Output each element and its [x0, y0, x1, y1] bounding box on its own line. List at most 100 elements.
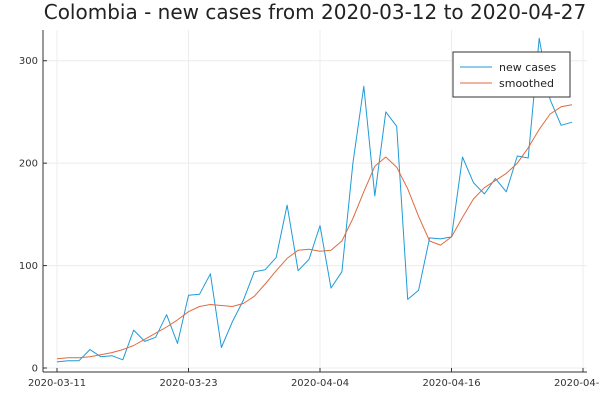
data-point [549, 99, 551, 101]
legend: new cases smoothed [452, 51, 571, 98]
data-point [560, 106, 562, 108]
data-point [264, 283, 266, 285]
data-point [560, 124, 562, 126]
data-point [385, 156, 387, 158]
data-point [516, 155, 518, 157]
data-point [111, 352, 113, 354]
data-point [363, 191, 365, 193]
data-point [571, 121, 573, 123]
tick-labels: 2020-03-11 2020-03-23 2020-04-04 2020-04-16… [19, 56, 600, 389]
data-point [505, 191, 507, 193]
data-point [220, 347, 222, 349]
data-point [516, 162, 518, 164]
data-point [494, 180, 496, 182]
data-point [188, 311, 190, 313]
data-point [56, 361, 58, 363]
x-tick-label: 2020-04-28 [554, 378, 600, 389]
data-point [571, 104, 573, 106]
data-point [462, 217, 464, 219]
data-point [462, 156, 464, 158]
data-point [538, 128, 540, 130]
data-point [177, 343, 179, 345]
data-point [407, 298, 409, 300]
data-point [483, 193, 485, 195]
data-point [133, 345, 135, 347]
data-point [527, 157, 529, 159]
data-point [308, 248, 310, 250]
legend-box [452, 51, 571, 98]
data-point [144, 340, 146, 342]
data-point [133, 329, 135, 331]
data-point [67, 357, 69, 359]
data-point [352, 218, 354, 220]
data-point [352, 162, 354, 164]
y-tick-label: 0 [32, 364, 38, 375]
data-point [363, 85, 365, 87]
y-tick-label: 300 [19, 56, 38, 67]
data-point [264, 269, 266, 271]
data-point [122, 359, 124, 361]
data-point [166, 314, 168, 316]
x-tick-label: 2020-03-11 [28, 378, 86, 389]
x-tick-label: 2020-04-16 [422, 378, 480, 389]
data-point [56, 358, 58, 360]
data-point [199, 306, 201, 308]
data-point [407, 188, 409, 190]
data-point [494, 178, 496, 180]
data-point [297, 249, 299, 251]
data-point [78, 357, 80, 359]
y-tick-label: 100 [19, 261, 38, 272]
data-point [242, 300, 244, 302]
data-point [166, 326, 168, 328]
series-group [56, 37, 573, 363]
data-point [418, 216, 420, 218]
data-point [253, 295, 255, 297]
data-point [89, 349, 91, 351]
data-point [429, 240, 431, 242]
data-point [319, 225, 321, 227]
data-point [319, 250, 321, 252]
data-point [67, 360, 69, 362]
data-point [122, 349, 124, 351]
data-point [286, 204, 288, 206]
data-point [483, 187, 485, 189]
data-point [418, 289, 420, 291]
data-point [220, 305, 222, 307]
data-point [297, 270, 299, 272]
data-point [155, 336, 157, 338]
data-point [100, 354, 102, 356]
data-point [374, 165, 376, 167]
data-point [275, 270, 277, 272]
data-point [374, 195, 376, 197]
data-point [100, 356, 102, 358]
data-point [111, 355, 113, 357]
data-point [231, 306, 233, 308]
data-point [210, 273, 212, 275]
data-point [210, 304, 212, 306]
x-tick-label: 2020-03-23 [159, 378, 217, 389]
data-point [286, 258, 288, 260]
data-point [253, 271, 255, 273]
data-point [231, 321, 233, 323]
data-point [330, 249, 332, 251]
data-point [440, 244, 442, 246]
data-point [242, 303, 244, 305]
data-point [330, 287, 332, 289]
legend-label: smoothed [499, 77, 554, 90]
axes [42, 30, 587, 373]
data-point [341, 271, 343, 273]
data-point [199, 293, 201, 295]
data-point [473, 198, 475, 200]
chart-title: Colombia - new cases from 2020-03-12 to … [44, 0, 587, 24]
data-point [188, 294, 190, 296]
data-point [155, 332, 157, 334]
data-point [385, 111, 387, 113]
x-tick-label: 2020-04-04 [291, 378, 349, 389]
data-point [275, 256, 277, 258]
data-point [440, 238, 442, 240]
data-point [538, 37, 540, 39]
legend-label: new cases [499, 61, 557, 74]
y-tick-label: 200 [19, 159, 38, 170]
data-point [396, 166, 398, 168]
